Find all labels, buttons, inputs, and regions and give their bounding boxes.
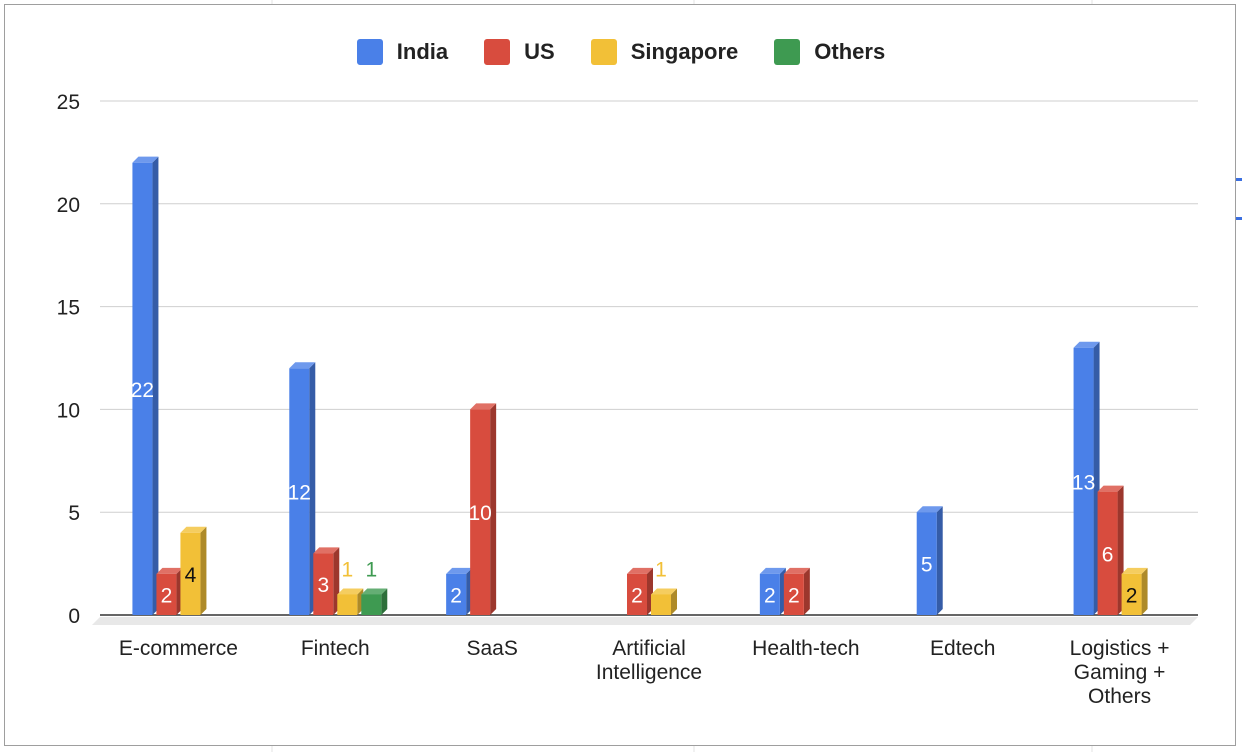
x-tick-label: Others: [1088, 685, 1151, 708]
legend-label-others: Others: [814, 39, 886, 64]
selection-handle-mark: [1236, 217, 1242, 220]
bar-top: [916, 506, 943, 513]
data-label: 3: [317, 574, 329, 597]
x-tick-label: Artificial: [612, 637, 686, 660]
bar-side: [490, 403, 497, 615]
x-tick-label: Logistics +: [1070, 637, 1170, 660]
data-label: 6: [1102, 543, 1114, 566]
bar: [1073, 347, 1094, 615]
bar-side: [200, 526, 207, 615]
bar-top: [1121, 567, 1148, 574]
bar: [1121, 573, 1142, 615]
bar: [361, 594, 382, 615]
x-tick-label: SaaS: [466, 637, 517, 660]
bar: [470, 409, 491, 615]
legend-label-india: India: [396, 39, 449, 64]
bar: [759, 573, 780, 615]
chart-floor: [92, 617, 1198, 625]
data-label: 2: [788, 584, 800, 607]
x-tick-label: Edtech: [930, 637, 995, 660]
bar-top: [289, 362, 316, 369]
bar: [1097, 491, 1118, 615]
legend-swatch-us: [484, 39, 511, 65]
data-label: 5: [921, 554, 933, 577]
bar: [916, 512, 937, 615]
bar-side: [309, 362, 316, 615]
bar: [156, 573, 177, 615]
bar-top: [132, 156, 159, 163]
bar: [783, 573, 804, 615]
data-label: 1: [365, 558, 377, 581]
legend-label-us: US: [524, 39, 555, 64]
legend-swatch-india: [356, 39, 383, 65]
x-tick-label: Intelligence: [596, 661, 702, 684]
legend-item-us: US: [484, 39, 555, 65]
legend-label-singapore: Singapore: [630, 39, 739, 64]
bar: [337, 594, 358, 615]
data-label: 2: [631, 584, 643, 607]
bar-top: [337, 588, 364, 595]
bar-top: [361, 588, 388, 595]
bar: [289, 368, 310, 615]
data-label: 2: [450, 584, 462, 607]
legend-item-singapore: Singapore: [590, 39, 739, 65]
data-label: 4: [185, 564, 197, 587]
bar-side: [152, 156, 159, 615]
data-label: 10: [468, 502, 491, 525]
data-label: 2: [161, 584, 173, 607]
data-label: 13: [1072, 471, 1095, 494]
bar-side: [381, 588, 388, 615]
data-label: 1: [341, 558, 353, 581]
x-tick-label: Gaming +: [1074, 661, 1166, 684]
bar: [180, 532, 201, 615]
bar-side: [671, 588, 677, 615]
bar-top: [446, 567, 473, 574]
data-label: 12: [288, 482, 311, 505]
bar-top: [759, 567, 786, 574]
x-tick-label: E-commerce: [119, 637, 238, 660]
bar: [132, 162, 153, 615]
bar: [313, 553, 334, 615]
bar-side: [936, 506, 943, 615]
selection-handle-mark: [1236, 178, 1242, 181]
bar-top: [470, 403, 497, 410]
bar: [446, 573, 467, 615]
x-tick-label: Health-tech: [752, 637, 859, 660]
bar-side: [803, 567, 810, 615]
y-tick-label: 10: [57, 399, 80, 422]
data-label: 2: [1126, 584, 1138, 607]
chart-legend: India US Singapore Others: [0, 36, 1242, 68]
y-tick-label: 0: [68, 605, 80, 628]
data-label: 2: [764, 584, 776, 607]
data-label: 1: [655, 558, 667, 581]
bar-top: [1073, 341, 1100, 348]
bar: [651, 594, 671, 615]
legend-swatch-singapore: [590, 39, 617, 65]
legend-item-india: India: [356, 39, 449, 65]
legend-item-others: Others: [774, 39, 885, 65]
y-tick-label: 5: [68, 502, 80, 525]
bar-top: [156, 567, 183, 574]
y-tick-label: 15: [57, 297, 80, 320]
bar-top: [313, 547, 340, 554]
bar-top: [783, 567, 810, 574]
data-label: 22: [131, 379, 154, 402]
y-tick-label: 20: [57, 194, 80, 217]
bar: [627, 573, 647, 615]
x-tick-label: Fintech: [301, 637, 370, 660]
legend-swatch-others: [774, 39, 801, 65]
bar-top: [1097, 485, 1124, 492]
bar-top: [180, 526, 207, 533]
bar-side: [1141, 567, 1148, 615]
bar-top: [627, 567, 653, 574]
bar-top: [651, 588, 677, 595]
y-tick-label: 25: [57, 91, 80, 114]
